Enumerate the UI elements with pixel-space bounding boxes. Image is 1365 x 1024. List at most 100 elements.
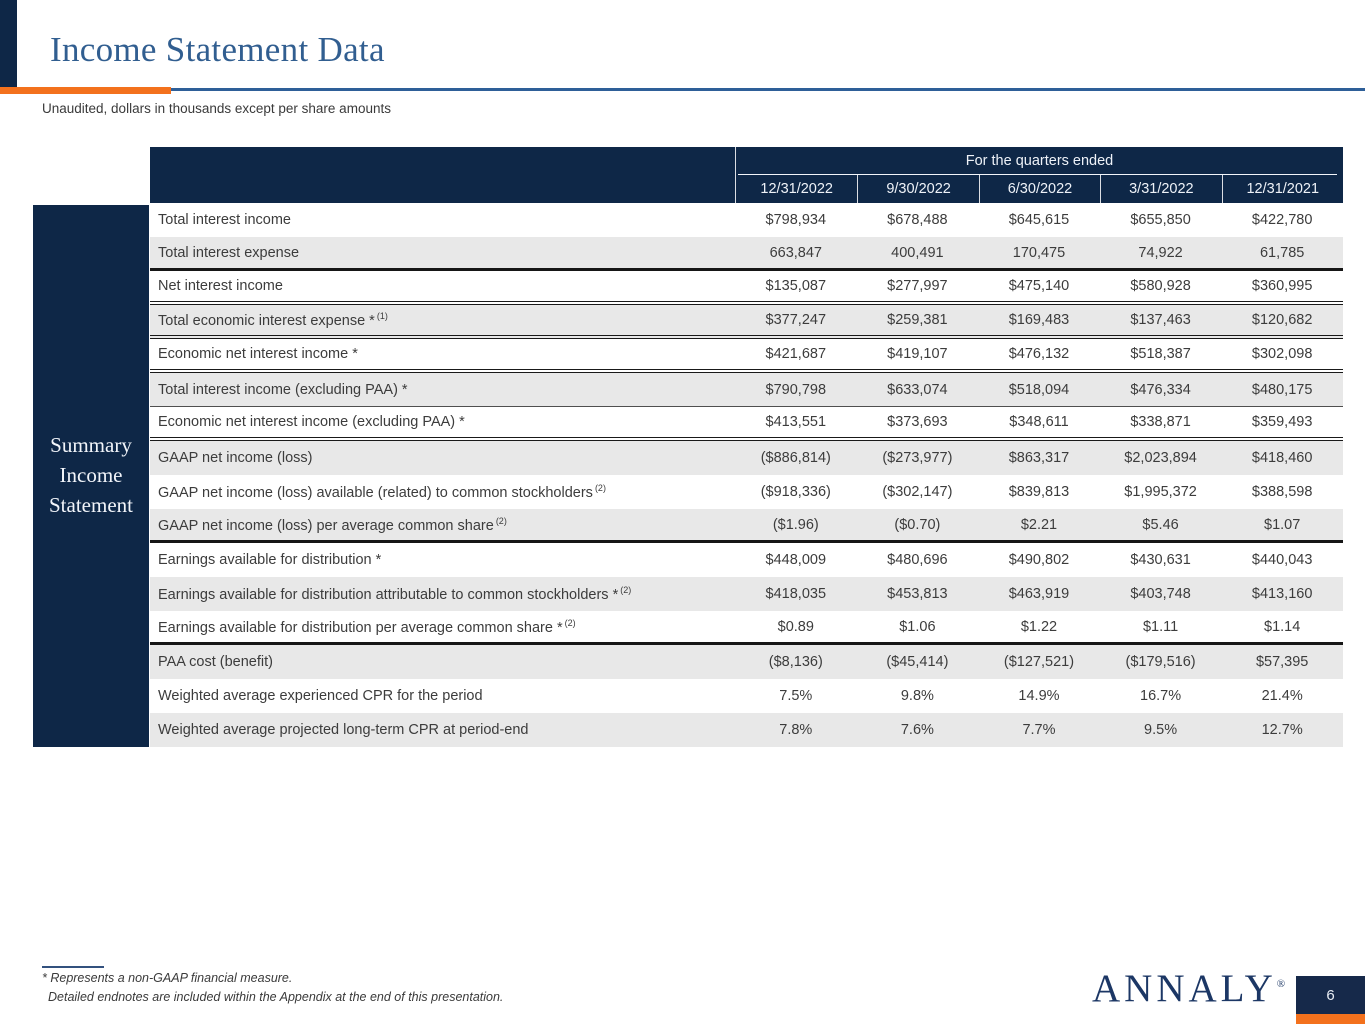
row-value: $463,919 bbox=[1008, 586, 1070, 602]
page-number-accent bbox=[1296, 1014, 1365, 1024]
table-row: Total interest expense 663,847 400,491 170,… bbox=[150, 237, 1343, 271]
row-value: 7.5% bbox=[779, 688, 813, 704]
row-footnote-ref: (1) bbox=[376, 311, 388, 322]
registered-mark: ® bbox=[1276, 978, 1286, 990]
row-value: $418,460 bbox=[1251, 450, 1313, 466]
row-value: $518,387 bbox=[1130, 346, 1191, 362]
row-value: ($273,977) bbox=[882, 450, 953, 466]
row-value: $863,317 bbox=[1008, 450, 1070, 466]
row-value: $2.21 bbox=[1020, 516, 1058, 533]
row-value: 61,785 bbox=[1259, 244, 1305, 261]
row-value: ($1.96) bbox=[772, 516, 819, 533]
table-header: For the quarters ended 12/31/2022 9/30/20… bbox=[150, 147, 1343, 203]
income-statement-table: For the quarters ended 12/31/2022 9/30/20… bbox=[150, 147, 1343, 747]
row-value: $655,850 bbox=[1130, 212, 1191, 228]
row-value: $645,615 bbox=[1008, 212, 1070, 228]
table-row: Economic net interest income (excluding … bbox=[150, 407, 1343, 441]
row-value: $580,928 bbox=[1130, 278, 1191, 294]
date-columns-row: 12/31/2022 9/30/2022 6/30/2022 3/31/2022 12/… bbox=[736, 175, 1343, 203]
row-value: $277,997 bbox=[887, 278, 948, 294]
date-column-header: 6/30/2022 bbox=[978, 175, 1100, 203]
table-row: Earnings available for distribution attr… bbox=[150, 577, 1343, 611]
row-label: Weighted average experienced CPR for the… bbox=[158, 688, 483, 704]
row-value: $422,780 bbox=[1251, 212, 1313, 228]
date-column-header: 12/31/2021 bbox=[1221, 175, 1343, 203]
table-row: Earnings available for distribution * $44… bbox=[150, 543, 1343, 577]
row-label: GAAP net income (loss) available (relate… bbox=[158, 483, 606, 501]
row-label: Earnings available for distribution per … bbox=[158, 617, 576, 636]
row-value: $403,748 bbox=[1130, 586, 1191, 602]
row-value: $1.14 bbox=[1264, 618, 1301, 635]
row-label: Earnings available for distribution * bbox=[158, 552, 382, 568]
row-value: 14.9% bbox=[1018, 688, 1060, 704]
row-value: $348,611 bbox=[1009, 414, 1069, 430]
row-value: $413,160 bbox=[1251, 586, 1313, 602]
row-value: $388,598 bbox=[1251, 484, 1313, 500]
row-label: Earnings available for distribution attr… bbox=[158, 585, 632, 603]
row-value: $476,334 bbox=[1130, 381, 1191, 398]
row-value: $57,395 bbox=[1255, 654, 1309, 670]
row-value: $413,551 bbox=[765, 414, 827, 430]
row-value: $120,682 bbox=[1251, 312, 1313, 328]
row-value: $418,035 bbox=[765, 586, 827, 602]
table-row: Total interest income $798,934 $678,488 $64… bbox=[150, 203, 1343, 237]
row-value: $259,381 bbox=[887, 312, 948, 328]
row-footnote-ref: (2) bbox=[620, 585, 632, 596]
annaly-logo: ANNALY® bbox=[1092, 966, 1285, 1011]
row-value: $421,687 bbox=[765, 346, 827, 362]
table-row: Total interest income (excluding PAA) * $… bbox=[150, 373, 1343, 407]
row-value: 74,922 bbox=[1138, 244, 1183, 261]
row-value: $448,009 bbox=[765, 552, 827, 568]
row-label: Economic net interest income (excluding … bbox=[158, 414, 465, 430]
row-label: Total interest income (excluding PAA) * bbox=[158, 381, 408, 398]
row-label: Total economic interest expense * (1) bbox=[158, 311, 388, 329]
table-row: Weighted average projected long-term CPR… bbox=[150, 713, 1343, 747]
row-value: $678,488 bbox=[887, 212, 948, 228]
table-row: Economic net interest income * $421,687 $4… bbox=[150, 339, 1343, 373]
row-value: $798,934 bbox=[765, 212, 827, 228]
date-column-header: 12/31/2022 bbox=[760, 181, 833, 197]
row-value: $480,696 bbox=[887, 552, 948, 568]
row-label: GAAP net income (loss) bbox=[158, 450, 313, 466]
row-footnote-ref: (2) bbox=[495, 515, 507, 526]
row-value: ($8,136) bbox=[768, 654, 823, 670]
row-value: $5.46 bbox=[1142, 516, 1179, 533]
row-value: ($45,414) bbox=[886, 654, 949, 670]
quarters-header-group: For the quarters ended 12/31/2022 9/30/20… bbox=[735, 147, 1343, 203]
table-row: Net interest income $135,087 $277,997 $475,… bbox=[150, 271, 1343, 305]
section-label: Summary Income Statement bbox=[33, 205, 149, 747]
row-value: $633,074 bbox=[887, 381, 948, 398]
date-column-header: 3/31/2022 bbox=[1100, 175, 1221, 203]
row-value: 663,847 bbox=[769, 244, 822, 261]
row-footnote-ref: (2) bbox=[564, 617, 576, 628]
row-value: 9.8% bbox=[900, 688, 934, 704]
page-number-badge: 6 bbox=[1296, 976, 1365, 1014]
row-value: $137,463 bbox=[1130, 312, 1191, 328]
row-value: 170,475 bbox=[1012, 244, 1066, 261]
footnote-non-gaap: * Represents a non-GAAP financial measur… bbox=[42, 971, 293, 985]
row-value: $359,493 bbox=[1251, 414, 1313, 430]
row-value: $475,140 bbox=[1008, 278, 1070, 294]
table-header-spacer bbox=[150, 147, 735, 203]
table-body: Total interest income $798,934 $678,488 $64… bbox=[150, 203, 1343, 747]
row-value: ($179,516) bbox=[1125, 654, 1196, 670]
footnote-endnotes: Detailed endnotes are included within th… bbox=[48, 990, 504, 1004]
row-value: $480,175 bbox=[1251, 381, 1313, 398]
row-value: ($886,814) bbox=[760, 450, 831, 466]
table-row: GAAP net income (loss) ($886,814) ($273,97… bbox=[150, 441, 1343, 475]
row-label: Total interest expense bbox=[158, 244, 300, 261]
row-value: ($302,147) bbox=[882, 484, 953, 500]
row-value: 7.8% bbox=[779, 722, 813, 738]
row-value: 9.5% bbox=[1144, 722, 1178, 738]
row-value: $2,023,894 bbox=[1124, 450, 1197, 466]
row-value: 21.4% bbox=[1261, 688, 1303, 704]
table-row: Earnings available for distribution per … bbox=[150, 611, 1343, 645]
row-value: $302,098 bbox=[1251, 346, 1313, 362]
row-value: $377,247 bbox=[765, 312, 827, 328]
row-value: $1.06 bbox=[899, 618, 936, 635]
row-value: $440,043 bbox=[1251, 552, 1313, 568]
logo-text: ANNALY bbox=[1092, 967, 1277, 1010]
row-value: ($918,336) bbox=[760, 484, 831, 500]
orange-divider bbox=[0, 87, 171, 94]
